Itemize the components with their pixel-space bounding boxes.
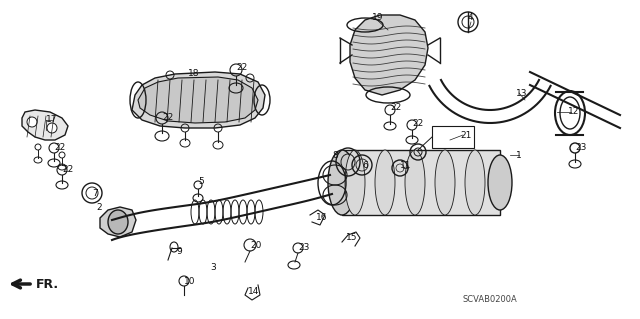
Text: 23: 23 — [575, 144, 586, 152]
Text: FR.: FR. — [36, 278, 59, 291]
Text: SCVAB0200A: SCVAB0200A — [463, 295, 517, 305]
Ellipse shape — [465, 150, 485, 215]
Polygon shape — [22, 110, 68, 140]
Bar — [342, 150, 500, 215]
Text: 2: 2 — [96, 204, 102, 212]
Text: 5: 5 — [198, 177, 204, 187]
Text: 22: 22 — [390, 103, 401, 113]
Text: 7: 7 — [92, 189, 98, 197]
Polygon shape — [132, 72, 265, 128]
Text: 16: 16 — [316, 213, 328, 222]
Text: 22: 22 — [62, 166, 73, 174]
Text: 13: 13 — [516, 88, 527, 98]
Text: 20: 20 — [250, 241, 261, 249]
Text: 10: 10 — [184, 277, 195, 286]
Text: 22: 22 — [162, 114, 173, 122]
Ellipse shape — [435, 150, 455, 215]
Text: 22: 22 — [236, 63, 247, 72]
Text: 3: 3 — [210, 263, 216, 272]
Ellipse shape — [328, 150, 356, 215]
Text: 19: 19 — [372, 13, 383, 23]
Text: 15: 15 — [346, 234, 358, 242]
Text: 23: 23 — [298, 243, 309, 253]
Ellipse shape — [345, 150, 365, 215]
Text: 8: 8 — [332, 151, 338, 160]
Text: 22: 22 — [54, 144, 65, 152]
Ellipse shape — [405, 150, 425, 215]
Text: 17: 17 — [46, 115, 58, 124]
Text: 14: 14 — [248, 286, 259, 295]
Text: 6: 6 — [362, 160, 368, 169]
Ellipse shape — [488, 155, 512, 210]
Text: 1: 1 — [516, 151, 522, 160]
Polygon shape — [100, 207, 136, 237]
Bar — [432, 126, 474, 148]
Text: 12: 12 — [568, 108, 579, 116]
Text: 21: 21 — [460, 130, 472, 139]
Polygon shape — [138, 77, 258, 123]
Text: 4: 4 — [468, 13, 474, 23]
Polygon shape — [350, 15, 428, 95]
Text: 9: 9 — [176, 248, 182, 256]
Ellipse shape — [27, 117, 37, 127]
Ellipse shape — [47, 123, 57, 133]
Ellipse shape — [375, 150, 395, 215]
Text: 18: 18 — [188, 69, 200, 78]
Ellipse shape — [108, 210, 128, 234]
Text: 22: 22 — [412, 118, 423, 128]
Text: 11: 11 — [400, 160, 412, 169]
